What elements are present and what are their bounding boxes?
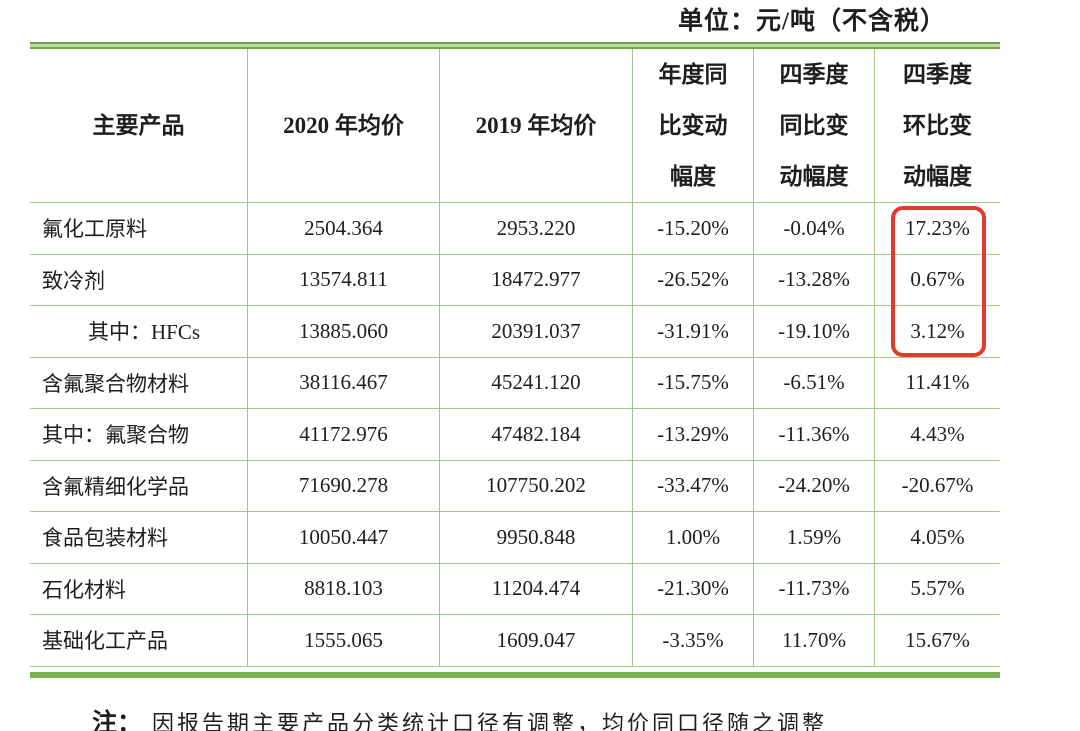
cell-q4-qoq: 17.23%: [905, 215, 970, 240]
cell-q4-yoy: -13.28%: [754, 254, 875, 305]
header-2019-avg-price: 2019 年均价: [440, 49, 633, 202]
cell-product: 食品包装材料: [30, 512, 248, 563]
table-row: 其中：HFCs 13885.060 20391.037 -31.91% -19.…: [30, 306, 1000, 358]
cell-product: 含氟聚合物材料: [30, 357, 248, 408]
cell-q4-qoq: 0.67%: [910, 267, 965, 292]
cell-product: 含氟精细化学品: [30, 460, 248, 511]
cell-price-2019: 18472.977: [440, 254, 633, 305]
cell-annual-yoy: -3.35%: [633, 615, 754, 666]
cell-product: 基础化工产品: [30, 615, 248, 666]
cell-q4-qoq: 3.12%: [910, 318, 965, 343]
header-2020-avg-price: 2020 年均价: [248, 49, 440, 202]
cell-price-2020: 10050.447: [248, 512, 440, 563]
cell-price-2020: 1555.065: [248, 615, 440, 666]
table-row: 含氟精细化学品 71690.278 107750.202 -33.47% -24…: [30, 460, 1000, 512]
cell-q4-yoy: -24.20%: [754, 460, 875, 511]
cell-q4-qoq: 15.67%: [905, 627, 970, 652]
header-main-products: 主要产品: [30, 49, 248, 202]
table-body: 氟化工原料 2504.364 2953.220 -15.20% -0.04% 1…: [30, 203, 1000, 667]
table-row: 石化材料 8818.103 11204.474 -21.30% -11.73% …: [30, 563, 1000, 615]
cell-price-2019: 1609.047: [440, 615, 633, 666]
cell-annual-yoy: -15.75%: [633, 357, 754, 408]
cell-annual-yoy: 1.00%: [633, 512, 754, 563]
cell-annual-yoy: -33.47%: [633, 460, 754, 511]
cell-q4-yoy: -6.51%: [754, 357, 875, 408]
table-row: 其中：氟聚合物 41172.976 47482.184 -13.29% -11.…: [30, 409, 1000, 461]
footnote-prefix: 注：: [92, 710, 143, 731]
cell-q4-qoq: 5.57%: [910, 576, 965, 601]
cell-q4-yoy: -11.73%: [754, 563, 875, 614]
footnote: 注： 因报告期主要产品分类统计口径有调整，均价同口径随之调整: [92, 703, 827, 731]
cell-price-2019: 107750.202: [440, 460, 633, 511]
table-header-row: 主要产品 2020 年均价 2019 年均价 年度同 比变动 幅度 四季度 同比…: [30, 49, 1000, 203]
cell-price-2019: 20391.037: [440, 306, 633, 357]
cell-q4-qoq: 4.43%: [910, 421, 965, 446]
cell-q4-yoy: -11.36%: [754, 409, 875, 460]
cell-q4-qoq: 4.05%: [910, 524, 965, 549]
footnote-text: 因报告期主要产品分类统计口径有调整，均价同口径随之调整: [152, 711, 828, 731]
cell-price-2019: 47482.184: [440, 409, 633, 460]
cell-q4-qoq: -20.67%: [901, 473, 974, 498]
cell-q4-qoq: 11.41%: [905, 370, 970, 395]
cell-price-2020: 41172.976: [248, 409, 440, 460]
cell-annual-yoy: -26.52%: [633, 254, 754, 305]
cell-price-2020: 8818.103: [248, 563, 440, 614]
header-q4-yoy: 四季度 同比变 动幅度: [754, 49, 875, 202]
cell-price-2019: 2953.220: [440, 203, 633, 254]
cell-price-2019: 45241.120: [440, 357, 633, 408]
table-row: 基础化工产品 1555.065 1609.047 -3.35% 11.70% 1…: [30, 615, 1000, 667]
cell-product: 氟化工原料: [30, 203, 248, 254]
cell-price-2020: 38116.467: [248, 357, 440, 408]
cell-price-2020: 71690.278: [248, 460, 440, 511]
cell-q4-yoy: 11.70%: [754, 615, 875, 666]
cell-annual-yoy: -13.29%: [633, 409, 754, 460]
table-row: 致冷剂 13574.811 18472.977 -26.52% -13.28% …: [30, 254, 1000, 306]
table-row: 含氟聚合物材料 38116.467 45241.120 -15.75% -6.5…: [30, 357, 1000, 409]
price-table: 主要产品 2020 年均价 2019 年均价 年度同 比变动 幅度 四季度 同比…: [30, 42, 1000, 678]
table-row: 食品包装材料 10050.447 9950.848 1.00% 1.59% 4.…: [30, 512, 1000, 564]
cell-price-2020: 13885.060: [248, 306, 440, 357]
table-row: 氟化工原料 2504.364 2953.220 -15.20% -0.04% 1…: [30, 203, 1000, 255]
cell-product: 其中：氟聚合物: [30, 409, 248, 460]
cell-annual-yoy: -21.30%: [633, 563, 754, 614]
cell-price-2020: 2504.364: [248, 203, 440, 254]
cell-product: 其中：HFCs: [30, 306, 248, 357]
cell-q4-yoy: -0.04%: [754, 203, 875, 254]
header-q4-qoq: 四季度 环比变 动幅度: [903, 62, 972, 189]
cell-product: 致冷剂: [30, 254, 248, 305]
table-bottom-border: [30, 671, 1000, 678]
cell-annual-yoy: -15.20%: [633, 203, 754, 254]
cell-product: 石化材料: [30, 563, 248, 614]
cell-q4-yoy: -19.10%: [754, 306, 875, 357]
header-annual-yoy: 年度同 比变动 幅度: [633, 49, 754, 202]
cell-q4-yoy: 1.59%: [754, 512, 875, 563]
unit-label: 单位：元/吨（不含税）: [678, 8, 946, 35]
table-top-border: [30, 42, 1000, 49]
cell-price-2019: 11204.474: [440, 563, 633, 614]
cell-price-2020: 13574.811: [248, 254, 440, 305]
cell-annual-yoy: -31.91%: [633, 306, 754, 357]
cell-price-2019: 9950.848: [440, 512, 633, 563]
